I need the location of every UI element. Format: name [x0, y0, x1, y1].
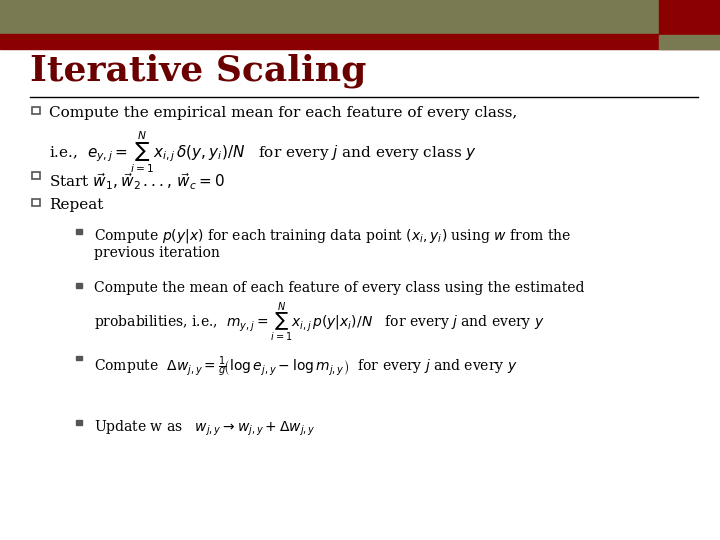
Bar: [659, 35, 720, 49]
Text: Compute $p(y|x)$ for each training data point $(x_i, y_i)$ using $w$ from the: Compute $p(y|x)$ for each training data …: [94, 227, 571, 245]
Text: Compute the mean of each feature of every class using the estimated: Compute the mean of each feature of ever…: [94, 281, 584, 295]
Bar: [32, 172, 40, 179]
Bar: [76, 355, 82, 361]
Bar: [76, 283, 82, 287]
Text: i.e.,  $e_{y,j} = \sum_{i=1}^{N} x_{i,j}\,\delta(y,y_i)/N$   for every $j$ and e: i.e., $e_{y,j} = \sum_{i=1}^{N} x_{i,j}\…: [49, 130, 477, 175]
Text: Compute the empirical mean for each feature of every class,: Compute the empirical mean for each feat…: [49, 106, 517, 120]
Text: Iterative Scaling: Iterative Scaling: [30, 54, 366, 89]
Bar: [76, 229, 82, 233]
Bar: [32, 199, 40, 206]
Bar: [659, 0, 720, 35]
Text: probabilities, i.e.,  $m_{y,j} = \sum_{i=1}^{N} x_{i,j}\,p(y|x_i)/N$   for every: probabilities, i.e., $m_{y,j} = \sum_{i=…: [94, 300, 544, 343]
Text: previous iteration: previous iteration: [94, 246, 220, 260]
Text: Start $\vec{w}_1, \vec{w}_2\,...,\, \vec{w}_c = 0$: Start $\vec{w}_1, \vec{w}_2\,...,\, \vec…: [49, 171, 225, 192]
Text: Compute  $\Delta w_{j,y} = \frac{1}{g}\!\left(\log e_{j,y} - \log m_{j,y}\right): Compute $\Delta w_{j,y} = \frac{1}{g}\!\…: [94, 354, 517, 379]
Text: Update w as   $w_{j,y} \rightarrow w_{j,y} + \Delta w_{j,y}$: Update w as $w_{j,y} \rightarrow w_{j,y}…: [94, 418, 315, 438]
Bar: [32, 107, 40, 114]
Text: Repeat: Repeat: [49, 198, 104, 212]
Bar: [0, 34, 720, 49]
Bar: [0, 0, 659, 35]
Bar: [76, 420, 82, 426]
